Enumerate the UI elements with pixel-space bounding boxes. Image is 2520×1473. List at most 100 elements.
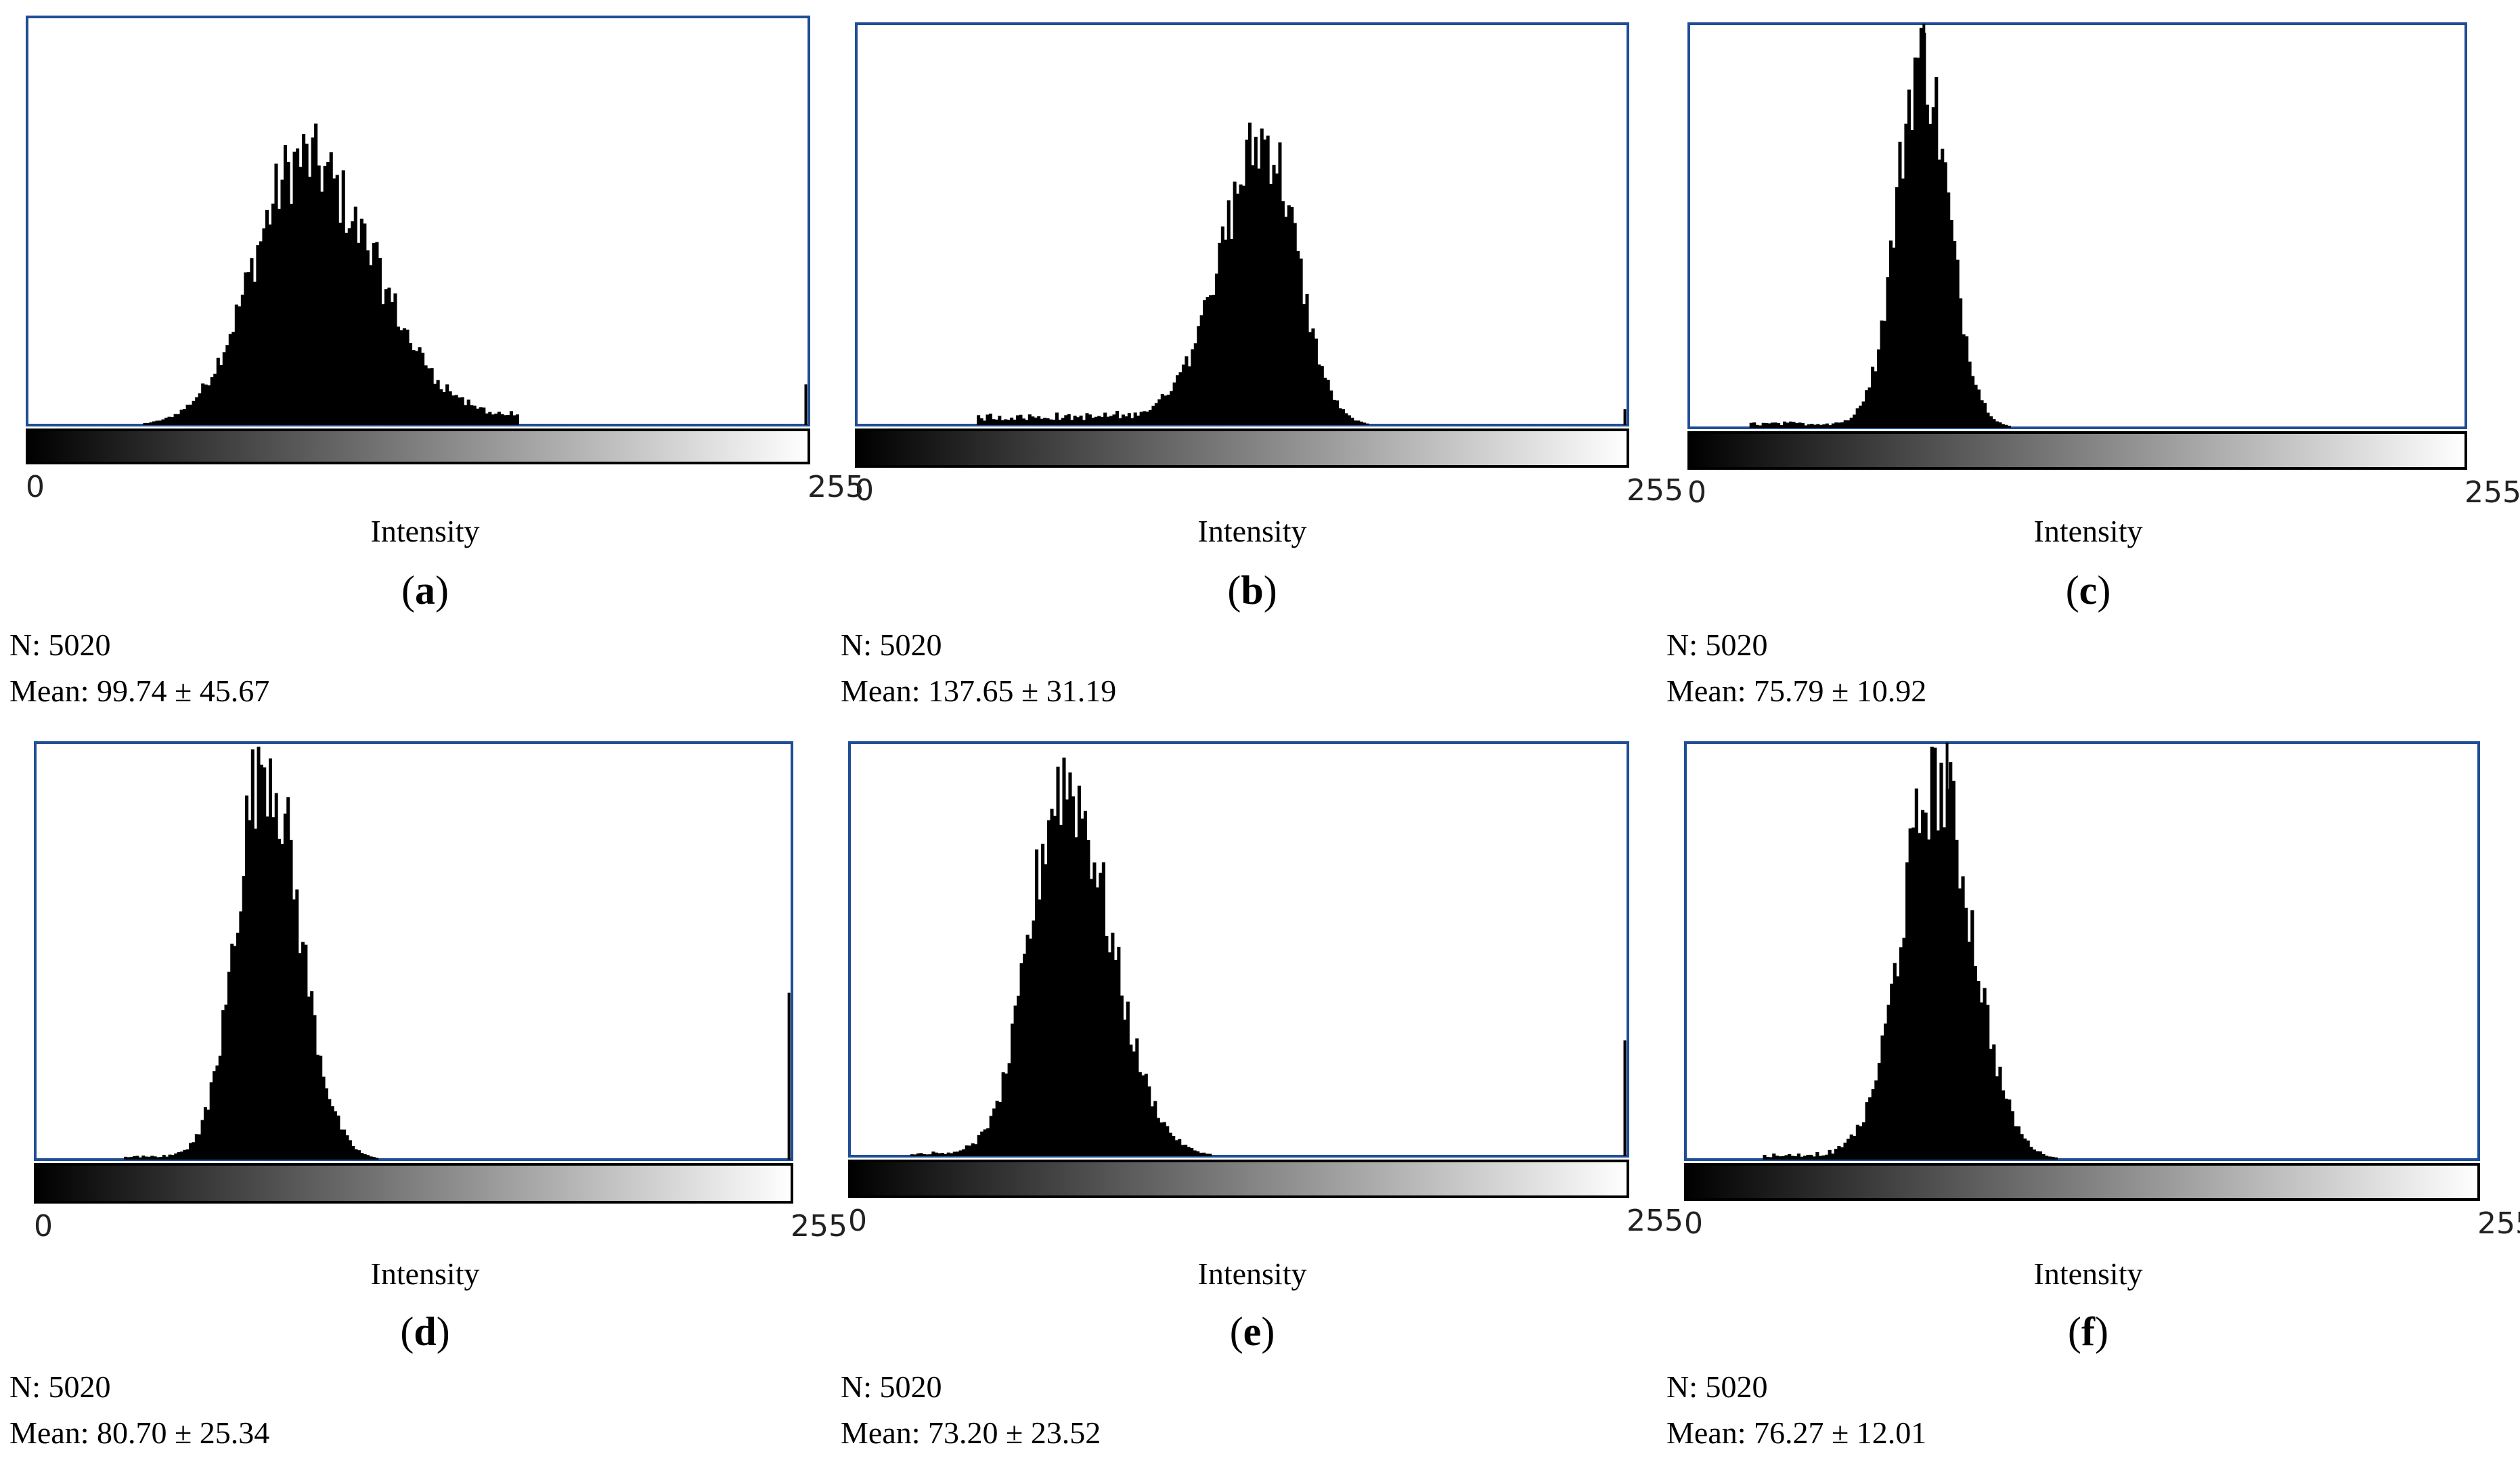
histogram-bar: [515, 414, 519, 425]
histogram-bar: [1834, 1149, 1838, 1160]
histogram-bar: [1837, 422, 1841, 428]
histogram-bar: [928, 1154, 932, 1156]
histogram-bar: [1224, 240, 1228, 425]
histogram-bar: [1807, 424, 1811, 428]
histogram-bar: [1971, 376, 1975, 428]
histogram-bar: [1955, 259, 1960, 428]
histogram-bar: [1877, 1063, 1882, 1160]
histogram-bar: [1890, 984, 1894, 1160]
histogram-bar: [1986, 1005, 1990, 1160]
histogram-bar: [1040, 418, 1044, 425]
tick-label-max: 255: [2477, 1206, 2520, 1241]
tick-label-min: 0: [34, 1209, 53, 1244]
histogram-bars: [910, 757, 1627, 1156]
histogram-bar: [1843, 420, 1847, 428]
histogram-bar: [950, 1153, 954, 1156]
histogram-bar: [1790, 1156, 1794, 1160]
histogram-bar: [244, 272, 248, 425]
histogram-bar: [135, 1156, 139, 1160]
histogram-bar: [1103, 412, 1107, 425]
histogram-bar: [1798, 422, 1802, 428]
histogram-bar: [1815, 1151, 1819, 1160]
histogram-bar: [147, 1156, 151, 1160]
histogram-bar: [1202, 1152, 1206, 1156]
n-count-text: N: 5020: [841, 628, 942, 662]
histogram-bar: [1079, 415, 1083, 425]
histogram-bar: [1998, 422, 2002, 428]
histogram-bar: [1067, 414, 1071, 425]
histogram-bar: [286, 797, 290, 1160]
histogram-bar: [2008, 1099, 2012, 1160]
histogram-bar: [328, 1099, 332, 1160]
n-count-text: N: 5020: [1666, 1369, 1768, 1404]
histogram-bar: [1883, 320, 1887, 428]
histogram-bar: [1193, 1150, 1197, 1156]
histogram-bar: [1871, 1089, 1875, 1160]
histogram-bar: [124, 1156, 127, 1160]
histogram-bar: [2010, 1111, 2014, 1160]
histogram-bar: [1263, 139, 1267, 425]
histogram-bar: [156, 1157, 160, 1160]
histogram-bar: [1141, 1075, 1145, 1156]
histogram-bar: [436, 380, 440, 425]
histogram-bar: [433, 383, 437, 425]
histogram-bar: [1029, 938, 1033, 1156]
histogram-bar: [1816, 424, 1820, 428]
histogram-bar: [301, 942, 305, 1160]
histogram-bar: [179, 410, 183, 425]
histogram-bar: [207, 385, 211, 425]
mean-text: Mean: 99.74 ± 45.67: [9, 674, 269, 708]
histogram-bar: [1107, 952, 1111, 1156]
histogram-bar: [234, 304, 238, 425]
histogram-bar: [1874, 1080, 1878, 1160]
histogram-bar: [448, 391, 452, 425]
histogram-bar: [1955, 839, 1959, 1160]
histogram-bar: [1778, 1156, 1782, 1160]
histogram-bar: [1109, 416, 1113, 425]
histogram-bar: [1208, 1153, 1212, 1156]
histogram-bar: [1023, 953, 1027, 1156]
histogram-bar: [1007, 1063, 1011, 1156]
histogram-bar: [1886, 1005, 1891, 1160]
tick-label-min: 0: [26, 470, 45, 504]
histogram-bar: [2045, 1156, 2049, 1160]
histogram-bar: [1976, 981, 1981, 1160]
histogram-bar: [1831, 423, 1835, 428]
histogram-bar: [298, 953, 302, 1160]
histogram-bar: [159, 1157, 163, 1160]
histogram-bar: [338, 222, 342, 425]
histogram-bar: [488, 412, 492, 425]
histogram-bar: [1904, 123, 1908, 428]
histogram-panel-f: 0 255 Intensity (f) N: 5020 Mean: 76.27 ± 12.…: [1666, 741, 2520, 1450]
histogram-bar: [1767, 423, 1771, 428]
x-axis-label: Intensity: [371, 514, 480, 548]
histogram-bar: [916, 1153, 920, 1156]
histogram-bar: [1034, 417, 1038, 425]
histogram-bar: [986, 1128, 990, 1156]
histogram-bar: [1777, 423, 1781, 428]
histogram-bar: [1176, 375, 1180, 425]
tick-label-max: 255: [1627, 1204, 1683, 1238]
histogram-bar: [1085, 413, 1089, 425]
histogram-bar: [476, 408, 480, 425]
histogram-bar: [1275, 173, 1279, 425]
histogram-bar: [2032, 1149, 2036, 1160]
histogram-bar: [977, 1135, 981, 1156]
mean-text: Mean: 137.65 ± 31.19: [841, 674, 1116, 708]
histogram-bar: [1049, 419, 1053, 425]
histogram-bar: [1013, 419, 1017, 425]
histogram-bar: [1105, 936, 1109, 1156]
histogram-bar: [2041, 1154, 2046, 1160]
mean-text: Mean: 76.27 ± 12.01: [1666, 1415, 1926, 1450]
histogram-bar: [1099, 873, 1103, 1156]
grayscale-bar: [26, 428, 810, 464]
histogram-bar: [1941, 148, 1945, 428]
tick-label-max: 255: [808, 470, 864, 504]
histogram-bar: [1233, 181, 1237, 425]
histogram-bar: [1898, 141, 1902, 428]
histogram-bar: [1097, 416, 1101, 425]
histogram-bar: [405, 329, 410, 425]
histogram-bar: [173, 414, 177, 425]
histogram-bar: [1257, 168, 1261, 425]
histogram-bar: [1849, 417, 1853, 428]
